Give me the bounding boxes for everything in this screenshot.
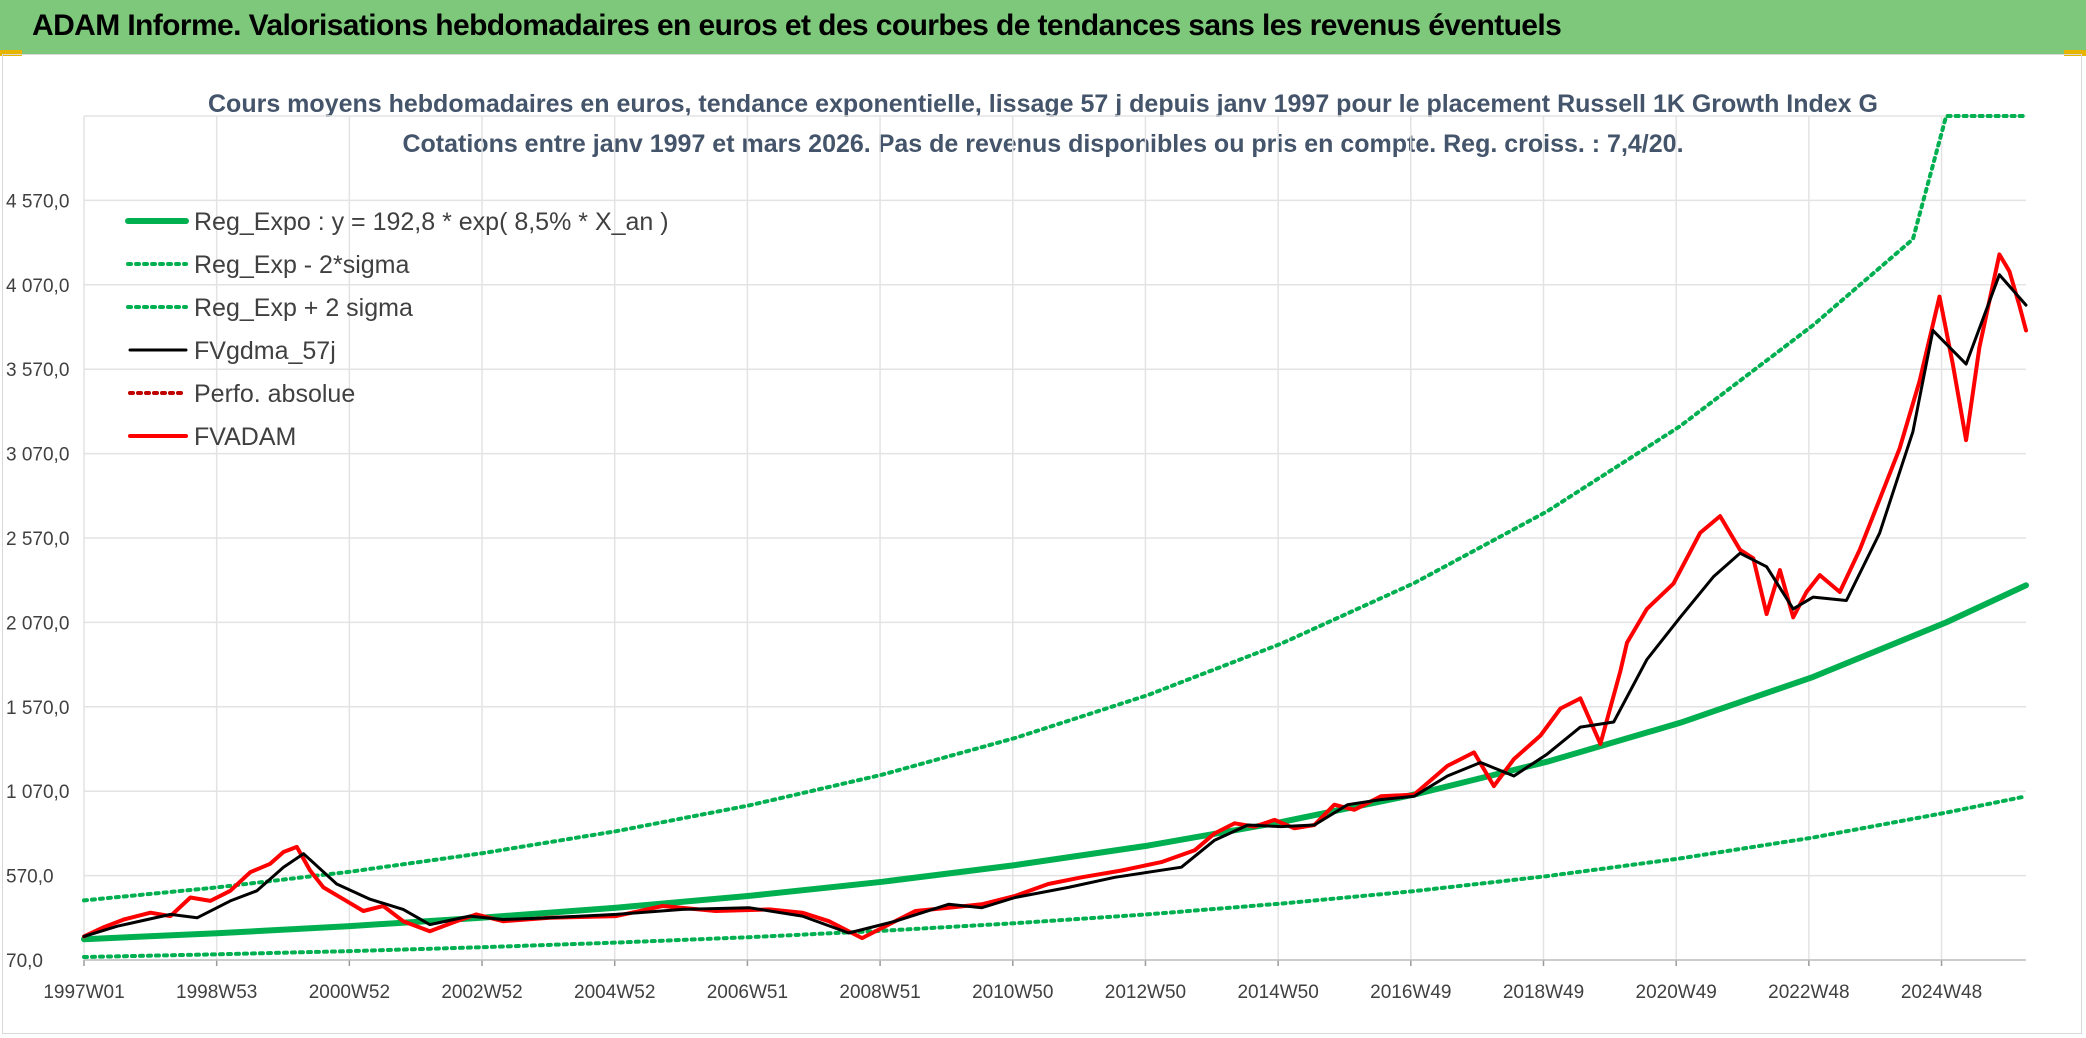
y-axis-ticks: 70,0 570,0 1 070,0 1 570,0 2 070,0 2 570,0 3 0… <box>6 191 69 972</box>
x-tick-label: 2010W50 <box>972 982 1053 1003</box>
x-tick-label: 1998W53 <box>176 982 257 1003</box>
x-axis-ticks: 1997W01 1998W53 2000W52 2002W52 2004W52 2006W… <box>43 982 1982 1003</box>
chart-title: Cours moyens hebdomadaires en euros, ten… <box>208 90 1878 118</box>
legend-label: Perfo. absolue <box>194 380 355 408</box>
x-tick-label: 2012W50 <box>1105 982 1186 1003</box>
legend-label: FVgdma_57j <box>194 337 336 365</box>
report-title: ADAM Informe. Valorisations hebdomadaire… <box>32 9 1562 42</box>
legend: Reg_Expo : y = 192,8 * exp( 8,5% * X_an … <box>125 208 669 451</box>
corner-mark-left <box>0 50 22 56</box>
x-tick-label: 2022W48 <box>1768 982 1849 1003</box>
y-tick-label: 1 570,0 <box>6 698 69 719</box>
legend-label: Reg_Expo : y = 192,8 * exp( 8,5% * X_an … <box>194 208 669 236</box>
chart-frame <box>2 54 2082 1034</box>
legend-label: Reg_Exp + 2 sigma <box>194 294 413 322</box>
series-group <box>81 114 2029 959</box>
chart-subtitle: Cotations entre janv 1997 et mars 2026. … <box>402 130 1683 158</box>
y-tick-label: 3 070,0 <box>6 445 69 466</box>
header-banner: ADAM Informe. Valorisations hebdomadaire… <box>0 0 2086 54</box>
series-line-3 <box>82 273 2028 938</box>
x-tick-label: 2008W51 <box>839 982 920 1003</box>
y-tick-label: 1 070,0 <box>6 782 69 803</box>
x-tick-label: 2020W49 <box>1636 982 1717 1003</box>
x-tick-label: 2018W49 <box>1503 982 1584 1003</box>
x-tick-label: 2002W52 <box>441 982 522 1003</box>
x-tick-label: 2024W48 <box>1901 982 1982 1003</box>
series-line-0 <box>81 582 2029 943</box>
x-tick-label: 2016W49 <box>1370 982 1451 1003</box>
y-tick-label: 2 570,0 <box>6 529 69 550</box>
legend-label: FVADAM <box>194 423 296 451</box>
x-tick-label: 2006W51 <box>707 982 788 1003</box>
y-tick-label: 4 570,0 <box>6 191 69 212</box>
corner-mark-right <box>2064 50 2086 56</box>
series-line-2 <box>82 114 2028 903</box>
x-tick-label: 2014W50 <box>1237 982 1318 1003</box>
y-tick-label: 4 070,0 <box>6 276 69 297</box>
x-tick-label: 2000W52 <box>309 982 390 1003</box>
y-tick-label: 70,0 <box>6 951 43 972</box>
y-tick-label: 2 070,0 <box>6 613 69 634</box>
y-tick-label: 570,0 <box>6 867 54 888</box>
legend-label: Reg_Exp - 2*sigma <box>194 251 409 279</box>
series-line-1 <box>82 794 2028 959</box>
x-tick-label: 1997W01 <box>43 982 124 1003</box>
y-tick-label: 3 570,0 <box>6 360 69 381</box>
series-line-5 <box>82 252 2028 941</box>
x-tick-label: 2004W52 <box>574 982 655 1003</box>
